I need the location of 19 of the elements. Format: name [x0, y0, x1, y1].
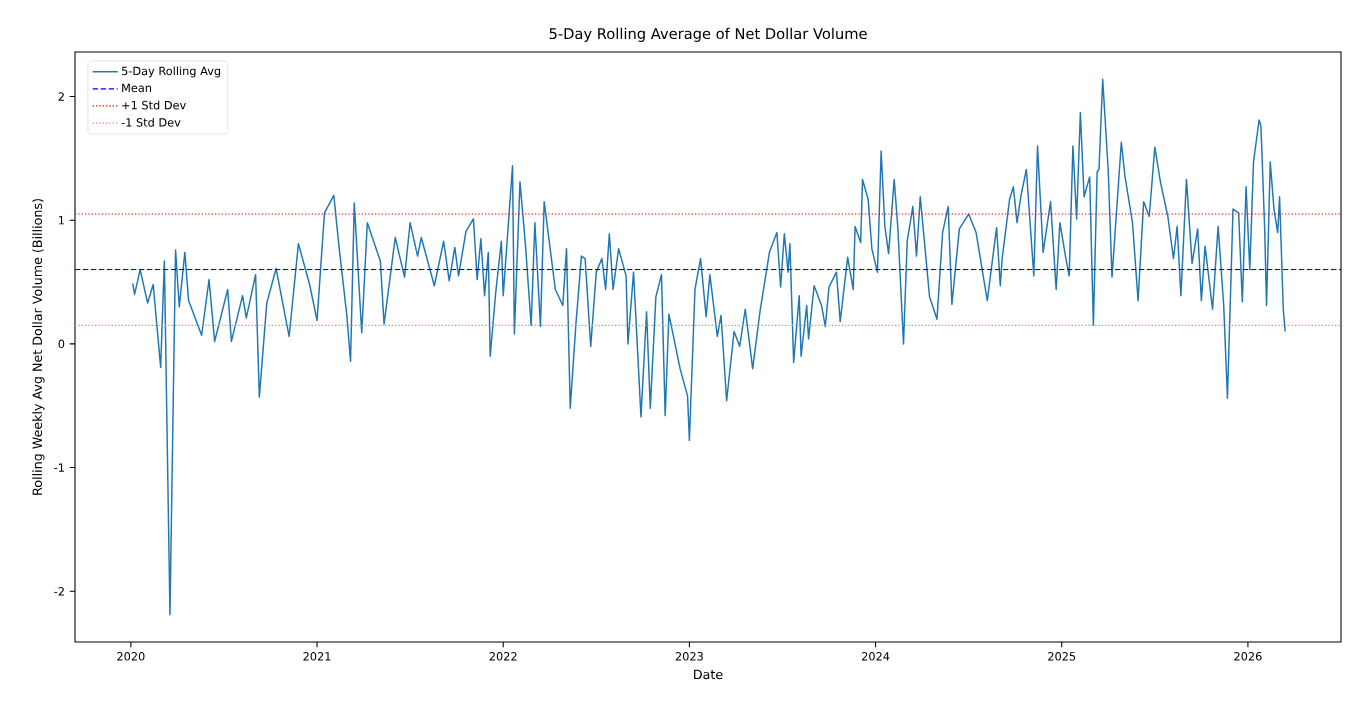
x-tick-label: 2021: [303, 652, 331, 661]
chart-title: 5-Day Rolling Average of Net Dollar Volume: [549, 27, 867, 42]
x-tick-label: 2025: [1048, 652, 1076, 661]
x-tick-label: 2024: [861, 652, 890, 661]
legend-label: +1 Std Dev: [122, 100, 186, 110]
y-tick-label: -2: [54, 587, 64, 596]
y-tick-label: 2: [58, 92, 64, 101]
x-tick-label: 2022: [489, 652, 517, 661]
x-tick-label: 2026: [1234, 652, 1262, 661]
y-tick-label: 1: [59, 216, 64, 225]
legend-label: -1 Std Dev: [121, 117, 181, 127]
x-tick-label: 2023: [675, 652, 703, 661]
y-tick-label: -1: [54, 463, 64, 472]
x-tick-label: 2020: [117, 652, 145, 661]
y-axis-title: Rolling Weekly Avg Net Dollar Volume (Billions): [32, 199, 45, 495]
x-axis-title: Date: [694, 669, 723, 680]
y-tick-label: 0: [58, 339, 65, 349]
legend-label: Mean: [122, 83, 152, 93]
legend-label: 5-Day Rolling Avg: [121, 66, 221, 78]
